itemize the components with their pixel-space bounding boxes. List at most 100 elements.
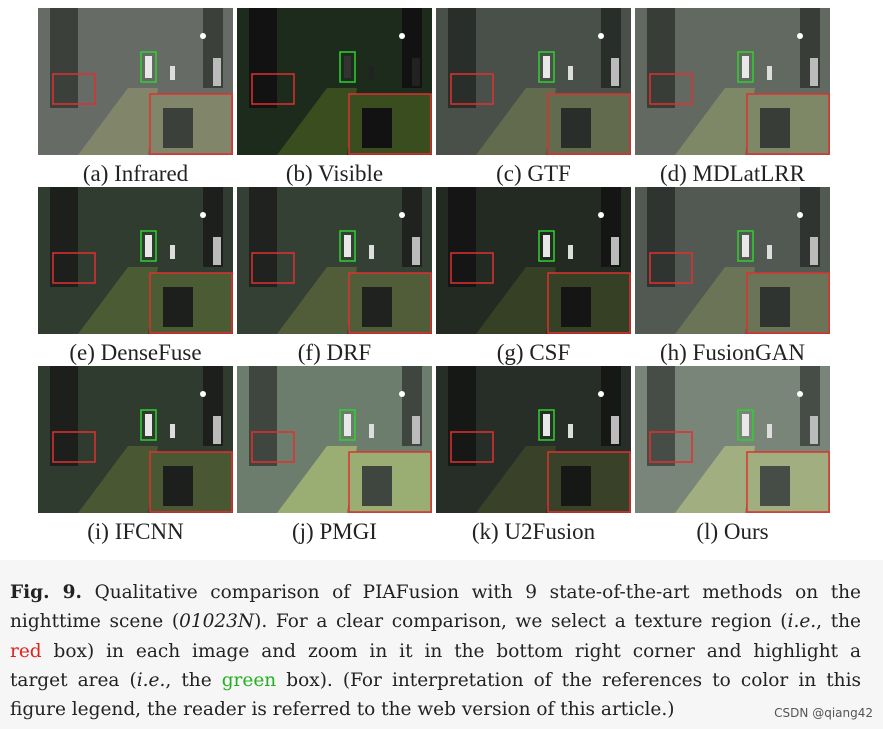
red-box	[52, 431, 96, 463]
green-box	[339, 409, 356, 441]
zoom-detail	[163, 466, 193, 506]
caption-text: nighttime scene (	[10, 611, 180, 633]
lamp	[399, 33, 405, 39]
person	[369, 245, 374, 259]
green-box	[737, 409, 754, 441]
zoom-detail	[362, 466, 392, 506]
person	[412, 416, 420, 444]
person	[611, 237, 619, 265]
figure: (a) Infrared (b) Visible (c) GTF (d) MDLatL…	[38, 8, 830, 545]
person	[145, 56, 152, 78]
zoom-detail	[760, 466, 790, 506]
green-box	[737, 230, 754, 262]
panel: (d) MDLatLRR	[635, 8, 830, 187]
panel: (l) Ours	[635, 366, 830, 545]
panel-label: (a) Infrared	[82, 161, 189, 186]
road	[675, 267, 755, 334]
person	[543, 235, 550, 257]
panel-image	[237, 8, 432, 155]
green-box	[737, 51, 754, 83]
person	[568, 66, 573, 80]
person	[344, 414, 351, 436]
lamp	[797, 212, 803, 218]
person	[344, 56, 351, 78]
panel-label: (c) GTF	[496, 161, 571, 186]
caption-line: target area (i.e., the green box). (For …	[10, 666, 861, 695]
zoom-detail	[561, 466, 591, 506]
tree	[249, 8, 277, 108]
person	[767, 245, 772, 259]
caption-text: red	[10, 640, 42, 662]
road	[78, 446, 158, 513]
person	[344, 235, 351, 257]
red-box	[450, 252, 494, 284]
tree	[50, 8, 78, 108]
panel: (k) U2Fusion	[436, 366, 631, 545]
red-box	[52, 252, 96, 284]
lamp	[598, 33, 604, 39]
panel-image	[38, 8, 233, 155]
panel-label: (g) CSF	[496, 340, 571, 365]
panel-image	[436, 8, 631, 155]
panel-label: (d) MDLatLRR	[659, 161, 805, 186]
panel-image	[436, 187, 631, 334]
panel-image	[635, 366, 830, 513]
panel-label: (l) Ours	[696, 519, 769, 544]
caption-text: , the	[165, 669, 222, 691]
caption-text: Qualitative comparison of PIAFusion with…	[82, 582, 862, 603]
panel: (a) Infrared	[38, 8, 233, 187]
road	[476, 446, 556, 513]
green-box	[339, 51, 356, 83]
person	[369, 66, 374, 80]
caption-text: i.e.	[787, 611, 817, 633]
caption-text: box). (For interpretation of the referen…	[276, 669, 861, 691]
person	[145, 414, 152, 436]
tree	[647, 8, 675, 108]
lamp	[200, 212, 206, 218]
tree	[647, 187, 675, 287]
person	[412, 58, 420, 86]
caption-text: target area (	[10, 669, 137, 691]
lamp	[598, 391, 604, 397]
red-box	[52, 73, 96, 105]
caption-line: nighttime scene (01023N). For a clear co…	[10, 607, 861, 636]
panel: (h) FusionGAN	[635, 187, 830, 366]
zoom-detail	[163, 108, 193, 148]
person	[412, 237, 420, 265]
person	[213, 58, 221, 86]
caption-text: figure legend, the reader is referred to…	[10, 699, 675, 721]
lamp	[399, 391, 405, 397]
tree	[50, 366, 78, 466]
green-box	[339, 230, 356, 262]
panel: (i) IFCNN	[38, 366, 233, 545]
panel-image	[237, 187, 432, 334]
lamp	[200, 33, 206, 39]
tree	[448, 8, 476, 108]
caption-text: ). For a clear comparison, we select a t…	[254, 611, 788, 633]
road	[277, 446, 357, 513]
person	[611, 416, 619, 444]
red-box	[251, 252, 295, 284]
zoom-detail	[362, 108, 392, 148]
caption-text: , the	[816, 611, 862, 633]
person	[170, 245, 175, 259]
lamp	[598, 212, 604, 218]
person	[611, 58, 619, 86]
tree	[647, 366, 675, 466]
person	[810, 237, 818, 265]
panel-label: (b) Visible	[285, 161, 384, 186]
caption: Fig. 9. Qualitative comparison of PIAFus…	[10, 578, 861, 724]
tree	[50, 187, 78, 287]
red-box	[251, 73, 295, 105]
zoom-detail	[362, 287, 392, 327]
zoom-detail	[163, 287, 193, 327]
tree	[249, 187, 277, 287]
person	[742, 56, 749, 78]
tree	[249, 366, 277, 466]
person	[810, 58, 818, 86]
panel-image	[436, 366, 631, 513]
green-box	[538, 409, 555, 441]
red-box	[251, 431, 295, 463]
caption-text: box) in each image and zoom in it in the…	[41, 640, 861, 662]
zoom-detail	[561, 287, 591, 327]
